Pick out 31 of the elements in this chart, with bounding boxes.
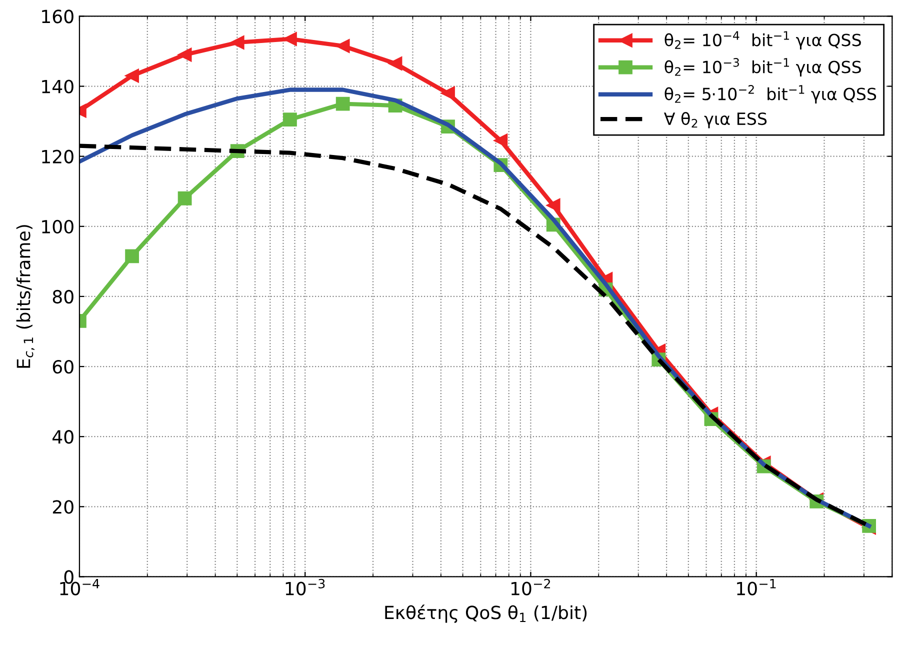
point xyxy=(388,56,402,70)
y-tick-label: 100 xyxy=(42,220,74,234)
point xyxy=(283,112,297,126)
y-axis-title: E$_{c,1}$ (bits/frame) xyxy=(16,225,34,368)
point xyxy=(178,48,192,62)
point xyxy=(230,36,244,50)
legend-label: ∀ θ$_{2}$ για ESS xyxy=(664,112,767,128)
point xyxy=(336,96,350,111)
legend-label: θ$_{2}$= 10$^{−4}$ bit$^{−1}$ για QSS xyxy=(664,31,861,50)
y-tick-label: 140 xyxy=(42,80,74,94)
point xyxy=(283,32,297,46)
legend-label: θ$_{2}$= 10$^{−3}$ bit$^{−1}$ για QSS xyxy=(664,58,861,77)
x-axis-title: Εκθέτης QoS θ$_{1}$ (1/bit) xyxy=(385,604,587,623)
y-tick-label: 60 xyxy=(52,360,74,374)
y-tick-label: 160 xyxy=(42,10,74,24)
x-tick-label: 10$^{−2}$ xyxy=(511,578,550,596)
x-tick-label: 10$^{−1}$ xyxy=(737,579,776,596)
y-tick-label: 40 xyxy=(52,430,74,444)
y-tick-label: 20 xyxy=(52,500,74,514)
y-tick-label: 0 xyxy=(64,570,74,584)
y-tick-label: 80 xyxy=(52,290,74,304)
x-tick-label: 10$^{−3}$ xyxy=(286,578,325,596)
point xyxy=(125,249,139,264)
point xyxy=(336,39,350,53)
point xyxy=(441,86,455,100)
point xyxy=(546,198,560,212)
point xyxy=(178,191,192,206)
point xyxy=(125,68,139,83)
legend-label: θ$_{2}$= 5·10$^{−2}$ bit$^{−1}$ για QSS xyxy=(664,85,876,104)
point xyxy=(494,134,508,148)
y-tick-label: 120 xyxy=(42,150,74,164)
